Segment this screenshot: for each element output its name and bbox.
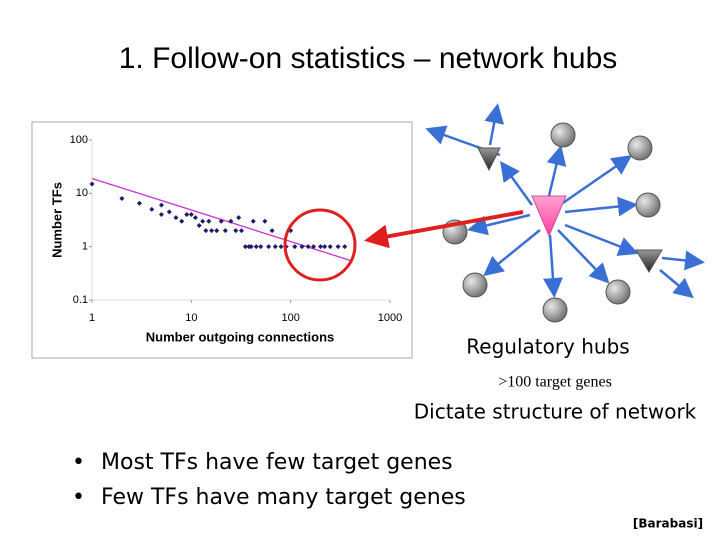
network-nodes [442, 122, 663, 323]
data-point [166, 209, 172, 215]
data-point [272, 244, 278, 250]
data-point [218, 218, 224, 224]
data-point [322, 244, 328, 250]
data-point [184, 212, 190, 218]
data-point [292, 244, 298, 250]
data-point [196, 222, 202, 228]
data-point [158, 202, 164, 208]
y-tick-label: 0.1 [73, 294, 88, 306]
data-point [89, 181, 95, 187]
data-point [206, 218, 212, 224]
hub-caption: Regulatory hubs [466, 335, 629, 359]
citation: [Barabasi] [633, 517, 703, 531]
highlight-circle [283, 208, 357, 282]
data-point [158, 212, 164, 218]
y-tick-label: 100 [70, 134, 88, 146]
y-axis-label: Number TFs [49, 182, 64, 258]
data-point [318, 244, 324, 250]
data-point [262, 218, 268, 224]
data-point [278, 244, 284, 250]
data-point [327, 244, 333, 250]
y-tick-label: 1 [82, 241, 88, 253]
data-point [209, 228, 215, 234]
data-point [239, 228, 245, 234]
data-point [248, 244, 254, 250]
x-tick-label: 1000 [378, 312, 402, 324]
structure-caption: Dictate structure of network [414, 400, 697, 424]
data-point [250, 218, 256, 224]
x-tick-label: 10 [185, 312, 197, 324]
data-point [311, 244, 317, 250]
data-point [242, 244, 248, 250]
data-point [203, 228, 209, 234]
y-tick-label: 10 [76, 187, 88, 199]
data-point [342, 244, 348, 250]
data-point [173, 215, 179, 221]
data-point [192, 215, 198, 221]
data-point [266, 244, 272, 250]
x-tick-label: 1 [89, 312, 95, 324]
data-point [200, 218, 206, 224]
bullet: Most TFs have few target genes [101, 450, 453, 475]
data-point [136, 200, 142, 206]
data-point [299, 244, 305, 250]
data-point [253, 244, 259, 250]
data-point [305, 244, 311, 250]
network-diagram [425, 103, 705, 299]
data-point [149, 206, 155, 212]
hub-subcaption: >100 target genes [498, 374, 612, 391]
data-point [188, 212, 194, 218]
highlight-arrow [364, 210, 524, 249]
data-point [179, 218, 185, 224]
bullet-dot: • [72, 485, 85, 510]
data-point [119, 196, 125, 202]
data-point [214, 228, 220, 234]
x-axis-label: Number outgoing connections [146, 329, 335, 344]
bullet-dot: • [72, 450, 85, 475]
data-point [269, 228, 275, 234]
data-point [236, 215, 242, 221]
x-tick-label: 100 [281, 312, 299, 324]
data-point [228, 218, 234, 224]
bullet: Few TFs have many target genes [101, 485, 466, 510]
chart: Number TFs Number outgoing connections 0… [49, 134, 402, 345]
data-point [335, 244, 341, 250]
chart-frame [31, 121, 413, 359]
data-point [258, 244, 264, 250]
data-point [222, 228, 228, 234]
slide-title: 1. Follow-on statistics – network hubs [119, 42, 618, 75]
data-point [233, 228, 239, 234]
